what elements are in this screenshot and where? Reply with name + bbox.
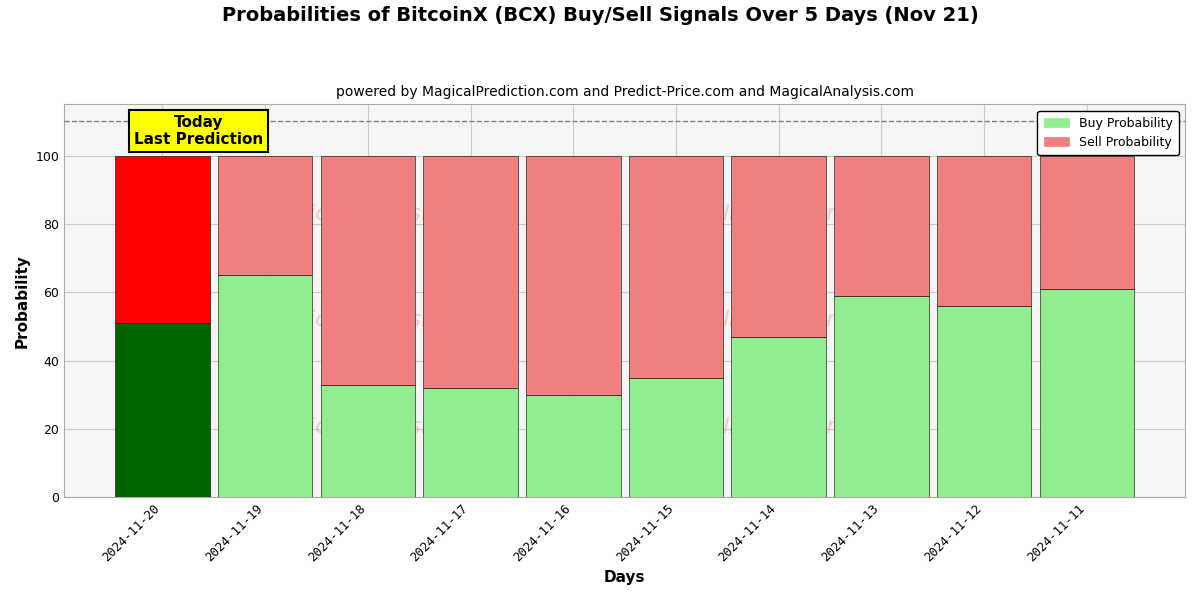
Bar — [834, 155, 929, 296]
Bar — [424, 388, 518, 497]
Bar — [424, 155, 518, 388]
Text: MagicalAnalysis.com: MagicalAnalysis.com — [263, 205, 493, 224]
Bar — [937, 306, 1031, 497]
Bar — [1039, 155, 1134, 289]
Bar — [115, 155, 210, 323]
Bar — [937, 155, 1031, 306]
Y-axis label: Probability: Probability — [14, 254, 30, 348]
Bar — [629, 155, 724, 378]
Bar — [526, 155, 620, 395]
X-axis label: Days: Days — [604, 570, 646, 585]
Bar — [526, 395, 620, 497]
Text: Probabilities of BitcoinX (BCX) Buy/Sell Signals Over 5 Days (Nov 21): Probabilities of BitcoinX (BCX) Buy/Sell… — [222, 6, 978, 25]
Title: powered by MagicalPrediction.com and Predict-Price.com and MagicalAnalysis.com: powered by MagicalPrediction.com and Pre… — [336, 85, 913, 99]
Bar — [732, 155, 826, 337]
Bar — [218, 275, 312, 497]
Bar — [1039, 289, 1134, 497]
Bar — [320, 155, 415, 385]
Bar — [218, 155, 312, 275]
Bar — [834, 296, 929, 497]
Legend: Buy Probability, Sell Probability: Buy Probability, Sell Probability — [1037, 110, 1178, 155]
Text: MagicalPrediction.com: MagicalPrediction.com — [644, 416, 896, 437]
Text: MagicalAnalysis.com: MagicalAnalysis.com — [263, 416, 493, 437]
Text: MagicalPrediction.com: MagicalPrediction.com — [644, 310, 896, 331]
Bar — [115, 323, 210, 497]
Text: Today
Last Prediction: Today Last Prediction — [133, 115, 263, 147]
Bar — [732, 337, 826, 497]
Bar — [320, 385, 415, 497]
Text: MagicalAnalysis.com: MagicalAnalysis.com — [263, 310, 493, 331]
Bar — [629, 378, 724, 497]
Text: MagicalPrediction.com: MagicalPrediction.com — [644, 205, 896, 224]
